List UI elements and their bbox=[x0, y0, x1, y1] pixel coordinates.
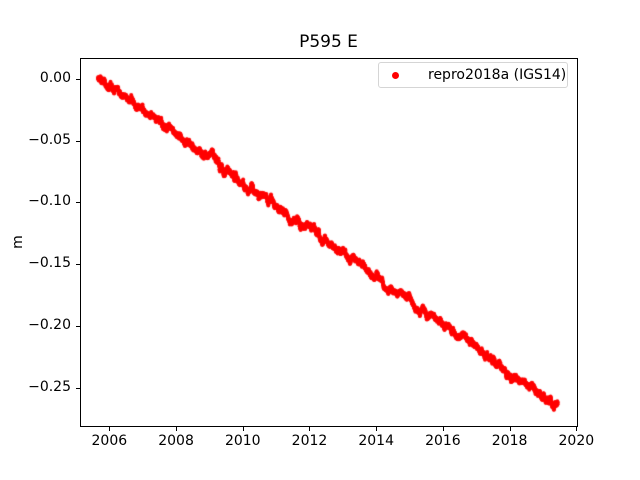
x-tick-label: 2008 bbox=[158, 433, 194, 449]
legend-box: repro2018a (IGS14) bbox=[378, 62, 568, 88]
x-tick-mark bbox=[242, 427, 244, 431]
x-tick-label: 2006 bbox=[91, 433, 128, 449]
x-tick-label: 2020 bbox=[558, 433, 595, 449]
y-tick-mark bbox=[76, 325, 80, 327]
y-tick-mark bbox=[76, 140, 80, 142]
x-tick-mark bbox=[109, 427, 111, 431]
y-tick-mark bbox=[76, 387, 80, 389]
x-tick-label: 2010 bbox=[224, 433, 261, 449]
x-tick-mark bbox=[309, 427, 311, 431]
y-tick-label: −0.20 bbox=[28, 316, 71, 333]
y-tick-mark bbox=[76, 202, 80, 204]
legend-marker-dot-icon bbox=[392, 71, 399, 79]
x-tick-label: 2018 bbox=[491, 433, 528, 449]
x-tick-label: 2016 bbox=[425, 433, 461, 449]
y-tick-label: 0.00 bbox=[39, 69, 71, 86]
y-tick-label: −0.15 bbox=[28, 255, 71, 272]
y-axis-label: m bbox=[10, 235, 26, 249]
x-tick-mark bbox=[176, 427, 178, 431]
x-tick-label: 2012 bbox=[291, 433, 328, 449]
x-tick-label: 2014 bbox=[358, 433, 394, 449]
y-tick-label: −0.05 bbox=[28, 131, 71, 148]
scatter-series-canvas bbox=[81, 59, 577, 426]
y-tick-label: −0.10 bbox=[28, 193, 71, 210]
y-tick-mark bbox=[76, 78, 80, 80]
chart-title: P595 E bbox=[299, 32, 358, 52]
x-tick-mark bbox=[376, 427, 378, 431]
legend-label: repro2018a (IGS14) bbox=[428, 67, 567, 83]
x-tick-mark bbox=[442, 427, 444, 431]
plot-area: repro2018a (IGS14) bbox=[80, 58, 578, 427]
y-tick-mark bbox=[76, 264, 80, 266]
x-tick-mark bbox=[576, 427, 578, 431]
x-tick-mark bbox=[509, 427, 511, 431]
y-tick-label: −0.25 bbox=[28, 378, 71, 395]
